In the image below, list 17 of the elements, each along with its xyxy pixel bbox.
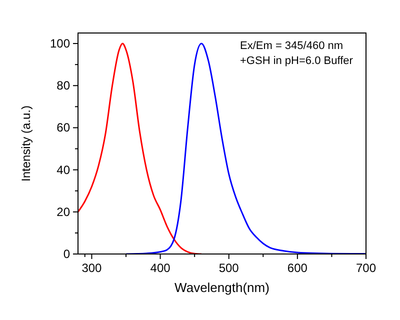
annotation: Ex/Em = 345/460 nm [240,40,344,52]
y-axis-title: Intensity (a.u.) [19,105,33,182]
y-tick-label: 100 [50,36,70,51]
x-axis-title: Wavelength(nm) [174,280,270,295]
x-tick-label: 500 [218,261,240,275]
y-tick-label: 80 [56,78,70,93]
x-tick-label: 400 [150,261,171,275]
y-tick-label: 60 [56,120,70,135]
line-series [125,42,366,254]
x-tick-label: 600 [287,261,308,275]
x-tick-label: 300 [82,261,102,275]
y-tick-label: 0 [63,247,70,261]
annotation: +GSH in pH=6.0 Buffer [240,55,354,67]
line-series [78,42,202,254]
y-tick-label: 40 [56,162,70,177]
y-tick-label: 20 [56,204,70,219]
x-tick-label: 700 [356,261,376,275]
